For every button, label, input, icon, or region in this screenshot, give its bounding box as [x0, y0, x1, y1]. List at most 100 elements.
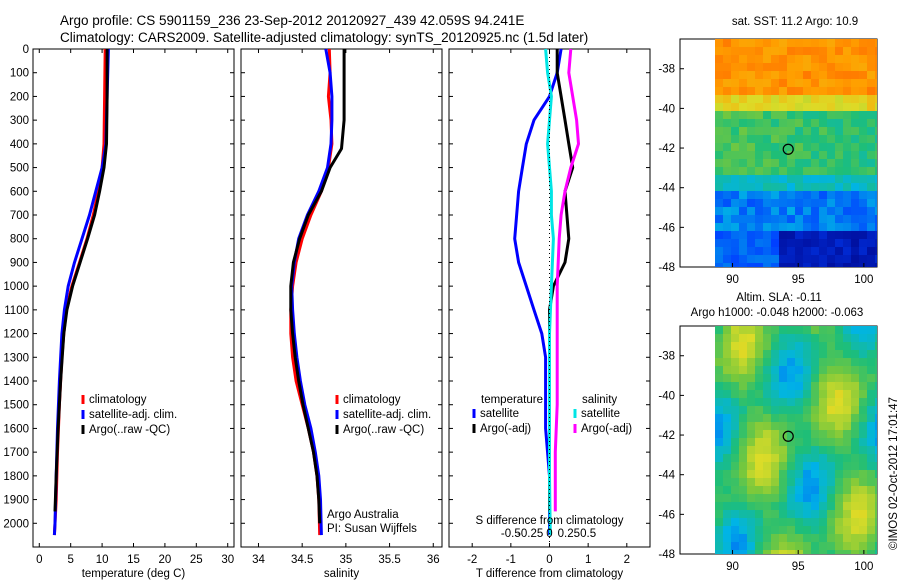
map-cell: [843, 518, 852, 527]
map-cell: [731, 47, 740, 56]
map-cell: [859, 542, 868, 551]
map-cell: [859, 326, 868, 335]
map-cell: [827, 239, 836, 248]
map-cell: [747, 454, 756, 463]
map-cell: [827, 542, 836, 551]
map-cell: [771, 462, 780, 471]
map-cell: [779, 135, 788, 144]
map-cell: [715, 87, 724, 96]
map-field-0: [715, 39, 877, 267]
map-cell: [723, 430, 732, 439]
map-cell: [875, 135, 877, 144]
map-cell: [795, 191, 804, 200]
map-cell: [779, 422, 788, 431]
map-cell: [803, 239, 812, 248]
map-cell: [731, 183, 740, 192]
x-axis-label: temperature (deg C): [82, 568, 186, 580]
map-cell: [867, 398, 876, 407]
map-cell: [755, 422, 764, 431]
map-cell: [731, 350, 740, 359]
map-cell: [779, 390, 788, 399]
map-cell: [803, 175, 812, 184]
map-cell: [731, 326, 740, 335]
map-cell: [731, 71, 740, 80]
map-cell: [755, 215, 764, 224]
map-cell: [875, 63, 877, 72]
map-cell: [771, 47, 780, 56]
map-cell: [819, 127, 828, 136]
map-cell: [771, 390, 780, 399]
map-cell: [843, 199, 852, 208]
map-cell: [747, 542, 756, 551]
map-cell: [723, 95, 732, 104]
map-cell: [811, 358, 820, 367]
map-cell: [739, 135, 748, 144]
map-subtitle: Argo h1000: -0.048 h2000: -0.063: [691, 307, 864, 319]
map-cell: [739, 542, 748, 551]
map-cell: [723, 406, 732, 415]
map-cell: [875, 470, 877, 479]
map-cell: [867, 470, 876, 479]
map-cell: [779, 534, 788, 543]
map-cell: [867, 199, 876, 208]
map-cell: [755, 334, 764, 343]
map-cell: [795, 326, 804, 335]
map-cell: [795, 199, 804, 208]
map-cell: [731, 231, 740, 240]
map-cell: [867, 135, 876, 144]
map-cell: [851, 127, 860, 136]
map-cell: [803, 143, 812, 152]
map-cell: [779, 255, 788, 264]
map-cell: [835, 518, 844, 527]
map-cell: [851, 542, 860, 551]
map-cell: [747, 382, 756, 391]
map-cell: [803, 550, 812, 554]
y-tick-label: 0: [23, 44, 29, 56]
map-cell: [787, 199, 796, 208]
map-cell: [747, 502, 756, 511]
map-cell: [787, 167, 796, 176]
map-cell: [747, 55, 756, 64]
map-cell: [787, 207, 796, 216]
map-cell: [875, 71, 877, 80]
map-cell: [811, 71, 820, 80]
map-cell: [843, 63, 852, 72]
map-cell: [859, 215, 868, 224]
map-cell: [819, 167, 828, 176]
map-cell: [851, 95, 860, 104]
map-cell: [787, 518, 796, 527]
map-cell: [859, 47, 868, 56]
map-cell: [835, 398, 844, 407]
map-cell: [811, 350, 820, 359]
map-cell: [787, 454, 796, 463]
map-cell: [795, 462, 804, 471]
map-cell: [867, 502, 876, 511]
map-cell: [747, 486, 756, 495]
map-cell: [795, 215, 804, 224]
map-cell: [851, 135, 860, 144]
map-cell: [795, 103, 804, 112]
map-cell: [747, 119, 756, 128]
map-cell: [867, 159, 876, 168]
map-cell: [867, 390, 876, 399]
y-tick-label: 1000: [3, 281, 29, 293]
map-cell: [835, 151, 844, 160]
map-cell: [859, 430, 868, 439]
map-cell: [811, 175, 820, 184]
map-cell: [779, 350, 788, 359]
map-cell: [723, 215, 732, 224]
map-cell: [795, 231, 804, 240]
map-cell: [779, 263, 788, 267]
map-cell: [747, 374, 756, 383]
map-cell: [787, 95, 796, 104]
map-cell: [771, 430, 780, 439]
map-cell: [779, 326, 788, 335]
map-cell: [819, 406, 828, 415]
map-cell: [851, 199, 860, 208]
map-cell: [827, 334, 836, 343]
map-cell: [715, 255, 724, 264]
map-cell: [819, 342, 828, 351]
map-cell: [803, 103, 812, 112]
map-cell: [771, 215, 780, 224]
map-cell: [803, 358, 812, 367]
